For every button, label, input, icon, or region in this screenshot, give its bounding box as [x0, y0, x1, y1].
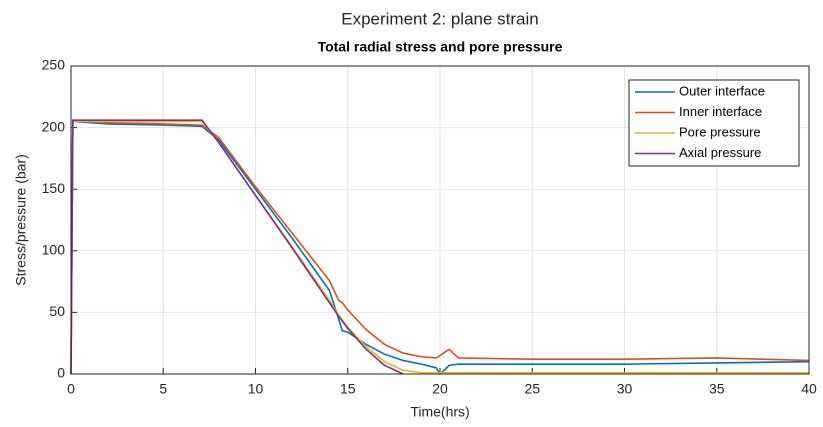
y-axis-label: Stress/pressure (bar)	[13, 154, 29, 285]
y-tick-label: 200	[42, 118, 66, 134]
x-axis-label: Time(hrs)	[410, 404, 469, 420]
y-tick-label: 50	[49, 303, 65, 319]
legend-label: Axial pressure	[679, 145, 761, 160]
x-tick-label: 5	[159, 381, 167, 397]
series-line	[70, 119, 810, 375]
legend-label: Pore pressure	[679, 124, 761, 139]
x-tick-label: 25	[524, 381, 540, 397]
x-tick-label: 10	[248, 381, 264, 397]
x-tick-label: 20	[432, 381, 448, 397]
chart-subtitle: Total radial stress and pore pressure	[318, 39, 563, 55]
y-tick-label: 250	[42, 57, 66, 73]
x-tick-label: 15	[340, 381, 356, 397]
legend-label: Outer interface	[679, 83, 765, 98]
y-tick-label: 150	[42, 180, 66, 196]
x-tick-label: 0	[67, 381, 75, 397]
y-tick-label: 100	[42, 242, 66, 258]
legend-label: Inner interface	[679, 104, 762, 119]
x-tick-label: 40	[801, 381, 817, 397]
legend-box	[628, 79, 800, 167]
x-tick-label: 35	[709, 381, 725, 397]
chart-title: Experiment 2: plane strain	[341, 9, 539, 28]
plot-frame	[70, 65, 810, 375]
series-line	[70, 120, 809, 375]
x-tick-label: 30	[617, 381, 633, 397]
series-line	[70, 119, 404, 375]
y-tick-label: 0	[57, 365, 65, 381]
